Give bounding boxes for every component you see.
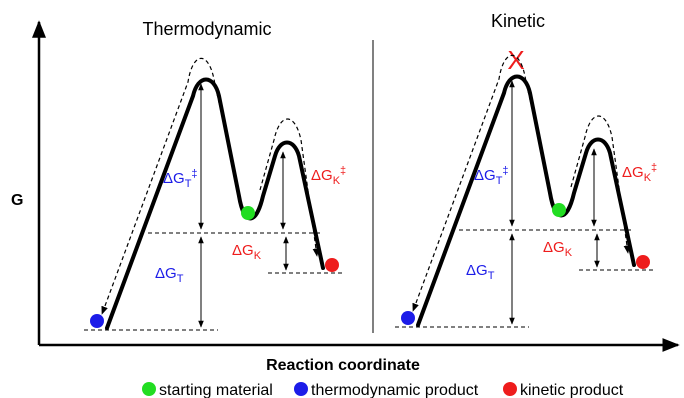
label-dgt-activation: ΔGT‡	[474, 165, 509, 187]
legend-thermodynamic-product-dot	[294, 382, 308, 396]
label-dgt-activation: ΔGT‡	[163, 168, 198, 190]
label-dgk: ΔGK	[232, 242, 262, 262]
label-dgt: ΔGT	[155, 265, 184, 285]
label-dgk-activation: ΔGK‡	[622, 162, 657, 184]
thermodynamic-product-dot	[401, 311, 415, 325]
blocked-pathway-mark: X	[507, 45, 524, 75]
panel-title: Thermodynamic	[142, 19, 271, 39]
kinetic-product-dot	[325, 258, 339, 272]
energy-curve	[416, 74, 636, 327]
pathway-to-kinetic	[259, 118, 320, 257]
thermodynamic-product-dot	[90, 314, 104, 328]
label-dgt: ΔGT	[466, 262, 495, 282]
legend: starting material thermodynamic product …	[142, 382, 624, 398]
starting-material-dot	[552, 203, 566, 217]
pathway-to-thermodynamic	[412, 54, 550, 312]
pathway-to-kinetic	[570, 115, 631, 254]
legend-starting-material-label: starting material	[159, 382, 273, 398]
x-axis-label: Reaction coordinate	[266, 357, 420, 374]
legend-thermodynamic-product-label: thermodynamic product	[311, 382, 479, 398]
label-dgk: ΔGK	[543, 239, 573, 259]
panel-thermodynamic: Thermodynamic ΔGT‡ ΔGK‡ ΔGK ΔGT	[84, 19, 346, 331]
panel-title: Kinetic	[491, 11, 545, 31]
energy-curve	[105, 77, 325, 330]
starting-material-dot	[241, 206, 255, 220]
kinetic-product-dot	[636, 255, 650, 269]
legend-kinetic-product-dot	[503, 382, 517, 396]
y-axis-label: G	[11, 192, 23, 209]
legend-kinetic-product-label: kinetic product	[520, 382, 624, 398]
panel-kinetic: Kinetic X ΔGT‡ ΔGK‡ ΔGK ΔGT	[395, 11, 657, 328]
legend-starting-material-dot	[142, 382, 156, 396]
pathway-to-thermodynamic	[101, 57, 239, 315]
label-dgk-activation: ΔGK‡	[311, 165, 346, 187]
